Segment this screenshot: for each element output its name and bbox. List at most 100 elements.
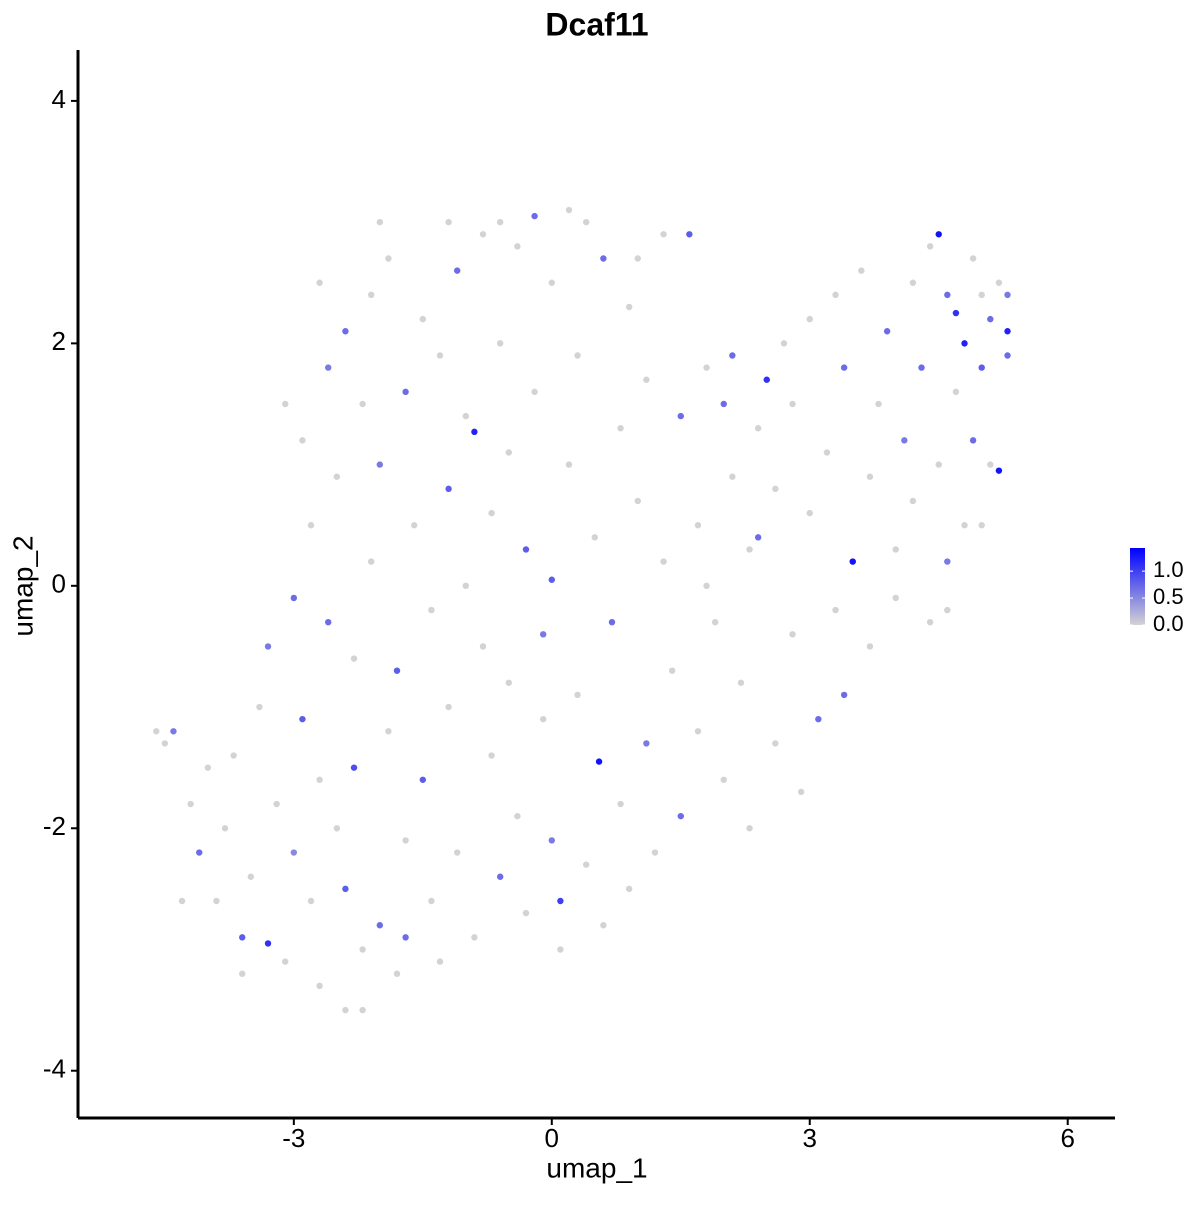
- point: [617, 800, 624, 808]
- point: [978, 291, 985, 299]
- point: [582, 861, 590, 868]
- point: [462, 412, 470, 420]
- x-tick-label: 3: [803, 1123, 817, 1153]
- point: [522, 909, 530, 917]
- point: [548, 576, 555, 583]
- point: [496, 340, 504, 347]
- point: [548, 279, 555, 286]
- point: [875, 400, 882, 408]
- point: [307, 897, 315, 905]
- colorbar-label: 0.5: [1153, 584, 1184, 609]
- point: [496, 873, 504, 880]
- point: [909, 497, 917, 505]
- x-axis-label: umap_1: [546, 1152, 647, 1183]
- point: [454, 267, 461, 274]
- point: [815, 715, 822, 723]
- point: [359, 400, 366, 408]
- y-tick-label: -4: [43, 1054, 66, 1084]
- point: [514, 243, 521, 250]
- point: [660, 558, 667, 565]
- point: [729, 473, 736, 480]
- point: [574, 691, 581, 699]
- point: [660, 231, 667, 238]
- point: [565, 461, 573, 468]
- point: [643, 740, 650, 747]
- point: [428, 897, 435, 905]
- point: [703, 364, 710, 371]
- point: [539, 715, 547, 723]
- point: [282, 958, 289, 965]
- point: [264, 940, 272, 947]
- point: [763, 376, 770, 383]
- point: [1004, 352, 1011, 359]
- point: [918, 364, 925, 371]
- point: [978, 522, 985, 529]
- x-tick-label: -3: [282, 1123, 305, 1153]
- point: [806, 509, 813, 517]
- point: [359, 946, 366, 953]
- point: [445, 485, 452, 493]
- point: [213, 897, 220, 905]
- point: [256, 703, 263, 711]
- point: [694, 728, 702, 735]
- point: [608, 618, 616, 626]
- point: [299, 715, 306, 723]
- point: [342, 1006, 349, 1014]
- point: [866, 643, 874, 650]
- point: [402, 837, 409, 844]
- point: [789, 631, 796, 638]
- point: [393, 970, 401, 977]
- y-axis-label: umap_2: [7, 535, 38, 636]
- point: [342, 885, 349, 893]
- point: [471, 428, 478, 436]
- point: [419, 315, 427, 323]
- point: [445, 703, 452, 711]
- point: [595, 758, 603, 765]
- point: [342, 328, 349, 335]
- point: [789, 400, 796, 408]
- point: [204, 764, 212, 771]
- point: [428, 606, 435, 614]
- point: [376, 461, 384, 468]
- point: [901, 437, 908, 444]
- point: [282, 400, 289, 408]
- point: [840, 364, 848, 371]
- point: [488, 509, 495, 517]
- point: [531, 212, 538, 220]
- point: [333, 473, 341, 480]
- point: [600, 922, 607, 929]
- point: [832, 291, 839, 299]
- point: [634, 497, 641, 505]
- point: [892, 594, 899, 602]
- point: [514, 812, 521, 820]
- point: [385, 255, 392, 262]
- point: [961, 340, 968, 347]
- point: [522, 546, 530, 553]
- point: [565, 206, 573, 214]
- point: [479, 231, 487, 238]
- point: [961, 522, 968, 529]
- point: [858, 267, 865, 274]
- point: [634, 255, 641, 262]
- point: [746, 825, 753, 832]
- point: [772, 485, 779, 493]
- point: [987, 315, 994, 323]
- point: [187, 800, 194, 808]
- point: [273, 800, 280, 808]
- point: [161, 740, 169, 747]
- point: [376, 218, 384, 226]
- point: [806, 315, 813, 323]
- y-tick-label: -2: [43, 811, 66, 841]
- point: [419, 776, 427, 783]
- point: [471, 934, 478, 941]
- point: [239, 970, 246, 977]
- point: [935, 231, 942, 238]
- point: [548, 837, 555, 844]
- point: [883, 328, 891, 335]
- point: [539, 631, 547, 638]
- point: [797, 788, 805, 796]
- point: [944, 606, 951, 614]
- point: [316, 279, 323, 286]
